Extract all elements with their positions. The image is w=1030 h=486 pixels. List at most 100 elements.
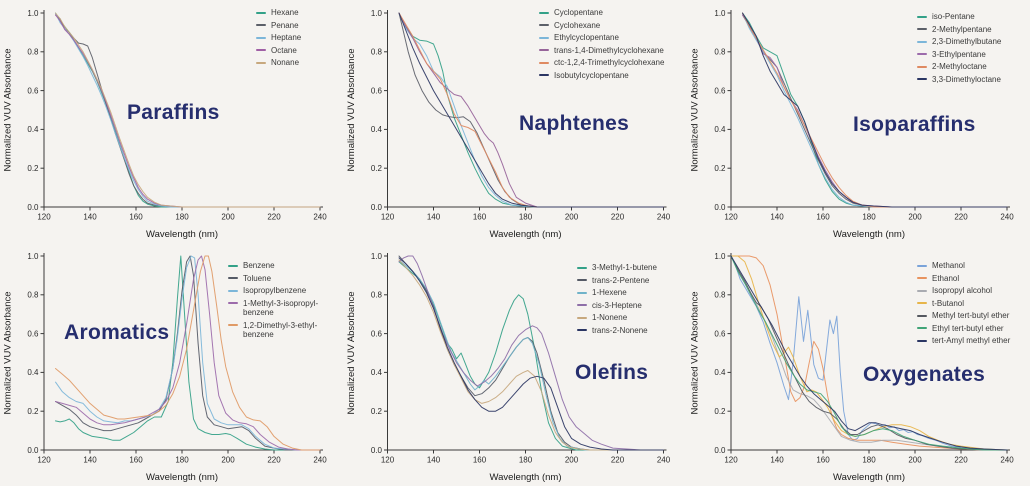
legend-label: 1-Hexene — [592, 288, 627, 297]
x-tick-label: 160 — [129, 213, 143, 222]
y-tick-label: 0.6 — [371, 329, 383, 338]
x-tick-label: 120 — [37, 456, 51, 465]
legend-label: iso-Pentane — [932, 12, 975, 21]
x-tick-label: 220 — [611, 213, 625, 222]
legend-color-line-icon — [577, 304, 587, 306]
legend-item-3-3-dimethyloctane: 3,3-Dimethyloctane — [917, 75, 1027, 85]
x-tick-label: 160 — [473, 456, 487, 465]
y-axis-label: Normalized VUV Absorbance — [690, 291, 701, 414]
x-tick-label: 220 — [954, 213, 968, 222]
x-tick-label: 200 — [565, 456, 579, 465]
legend-item-trans-2-pentene: trans-2-Pentene — [577, 276, 683, 286]
legend-label: 1,2-Dimethyl-3-ethyl-benzene — [243, 320, 318, 340]
x-tick-label: 160 — [473, 213, 487, 222]
chart-title-aromatics: Aromatics — [64, 321, 170, 344]
legend-item-methyl-tert-butyl-ether: Methyl tert-butyl ether — [917, 311, 1027, 321]
x-tick-label: 140 — [83, 213, 97, 222]
legend-item-heptane: Heptane — [256, 33, 340, 43]
legend-color-line-icon — [577, 316, 587, 319]
y-tick-label: 0.4 — [27, 368, 39, 377]
legend-item-isopropyl-alcohol: Isopropyl alcohol — [917, 286, 1027, 296]
x-tick-label: 140 — [770, 213, 784, 222]
legend-item-t-butanol: t-Butanol — [917, 299, 1027, 309]
legend-item-cyclohexane: Cyclohexane — [539, 21, 685, 31]
legend-color-line-icon — [577, 266, 587, 269]
chart-aromatics: 120 140 160 180 200 220 240 0.0 0.2 0.4 0.6 0.8 1.0 W… — [3, 252, 328, 483]
legend-color-line-icon — [256, 11, 266, 14]
legend-olefins: 3-Methyl-1-butene trans-2-Pentene 1-Hexene… — [577, 263, 683, 335]
series-line-1-nonene — [398, 259, 664, 451]
legend-item-isopropylbenzene: Isopropylbenzene — [228, 286, 331, 296]
x-tick-label: 140 — [427, 456, 441, 465]
legend-color-line-icon — [228, 264, 238, 267]
x-tick-label: 120 — [381, 213, 395, 222]
legend-oxygenates: Methanol Ethanol Isopropyl alcohol t-Butano… — [917, 261, 1027, 346]
legend-naphtenes: Cyclopentane Cyclohexane Ethylcyclopentane… — [539, 8, 685, 80]
y-tick-label: 0.2 — [27, 164, 39, 173]
y-tick-label: 0.4 — [714, 125, 726, 134]
legend-label: Cyclohexane — [554, 20, 601, 30]
legend-item-octane: Octane — [256, 46, 340, 56]
y-tick-label: 0.4 — [27, 125, 39, 134]
legend-color-line-icon — [539, 61, 549, 64]
y-tick-label: 0.2 — [714, 164, 726, 173]
legend-color-line-icon — [577, 279, 587, 281]
legend-color-line-icon — [917, 15, 927, 18]
y-tick-label: 0.4 — [714, 368, 726, 377]
legend-label: trans-2-Pentene — [592, 275, 650, 285]
series-line-1-hexene — [398, 259, 664, 451]
chart-oxygenates: 120 140 160 180 200 220 240 0.0 0.2 0.4 0.6 0.8 1.0 W… — [690, 252, 1015, 483]
legend-label: Octane — [271, 45, 297, 55]
legend-label: 1-Methyl-3-isopropyl-benzene — [243, 298, 319, 318]
legend-item-3-ethylpentane: 3-Ethylpentane — [917, 50, 1027, 60]
legend-color-line-icon — [228, 302, 238, 304]
legend-color-line-icon — [917, 28, 927, 30]
x-tick-label: 120 — [724, 213, 738, 222]
x-tick-label: 180 — [175, 456, 189, 465]
x-tick-label: 240 — [657, 213, 671, 222]
legend-color-line-icon — [917, 327, 927, 329]
y-tick-label: 0.6 — [27, 329, 39, 338]
x-tick-label: 240 — [1000, 213, 1014, 222]
series-line-2-methyloctane — [742, 12, 1008, 208]
chart-olefins: 120 140 160 180 200 220 240 0.0 0.2 0.4 0.6 0.8 1.0 W… — [346, 252, 671, 483]
y-axis-label: Normalized VUV Absorbance — [346, 48, 357, 171]
x-tick-label: 240 — [1000, 456, 1014, 465]
chart-naphtenes: 120 140 160 180 200 220 240 0.0 0.2 0.4 0.6 0.8 1.0 W… — [346, 9, 671, 240]
legend-item-ethanol: Ethanol — [917, 274, 1027, 284]
y-tick-label: 0.2 — [371, 407, 383, 416]
x-tick-label: 120 — [724, 456, 738, 465]
legend-color-line-icon — [577, 329, 587, 331]
x-tick-label: 140 — [770, 456, 784, 465]
legend-label: Ethanol — [932, 273, 960, 283]
legend-label: 3,3-Dimethyloctane — [932, 74, 1001, 84]
legend-item-penane: Penane — [256, 21, 340, 31]
legend-label: Isopropyl alcohol — [932, 286, 993, 295]
legend-label: 2-Methyloctane — [932, 62, 987, 71]
legend-color-line-icon — [256, 49, 266, 51]
legend-color-line-icon — [917, 302, 927, 304]
legend-color-line-icon — [539, 11, 549, 14]
series-line-isobutylcyclopentane — [398, 12, 664, 208]
panel-isoparaffins: 120 140 160 180 200 220 240 0.0 0.2 0.4 0.6 0.8 1.0 W… — [687, 0, 1030, 243]
legend-item-tert-amyl-methyl-ether: tert-Amyl methyl ether — [917, 336, 1027, 346]
legend-color-line-icon — [539, 74, 549, 76]
legend-color-line-icon — [917, 40, 927, 43]
legend-color-line-icon — [917, 53, 927, 55]
legend-label: Isopropylbenzene — [243, 286, 307, 295]
series-line-toluene — [55, 255, 321, 451]
legend-item-2-methylpentane: 2-Methylpentane — [917, 25, 1027, 35]
x-tick-label: 200 — [908, 456, 922, 465]
chart-title-paraffins: Paraffins — [127, 101, 220, 124]
legend-color-line-icon — [917, 289, 927, 292]
y-tick-label: 1.0 — [714, 9, 726, 18]
legend-label: Hexane — [271, 8, 299, 17]
y-tick-label: 1.0 — [27, 252, 39, 261]
x-tick-label: 200 — [565, 213, 579, 222]
x-tick-label: 240 — [313, 456, 327, 465]
y-tick-label: 0.6 — [371, 86, 383, 95]
panel-paraffins: 120 140 160 180 200 220 240 0.0 0.2 0.4 0.6 0.8 1.0 W… — [0, 0, 343, 243]
legend-label: tert-Amyl methyl ether — [932, 336, 1011, 345]
legend-label: Heptane — [271, 33, 302, 42]
y-axis-label: Normalized VUV Absorbance — [690, 48, 701, 171]
